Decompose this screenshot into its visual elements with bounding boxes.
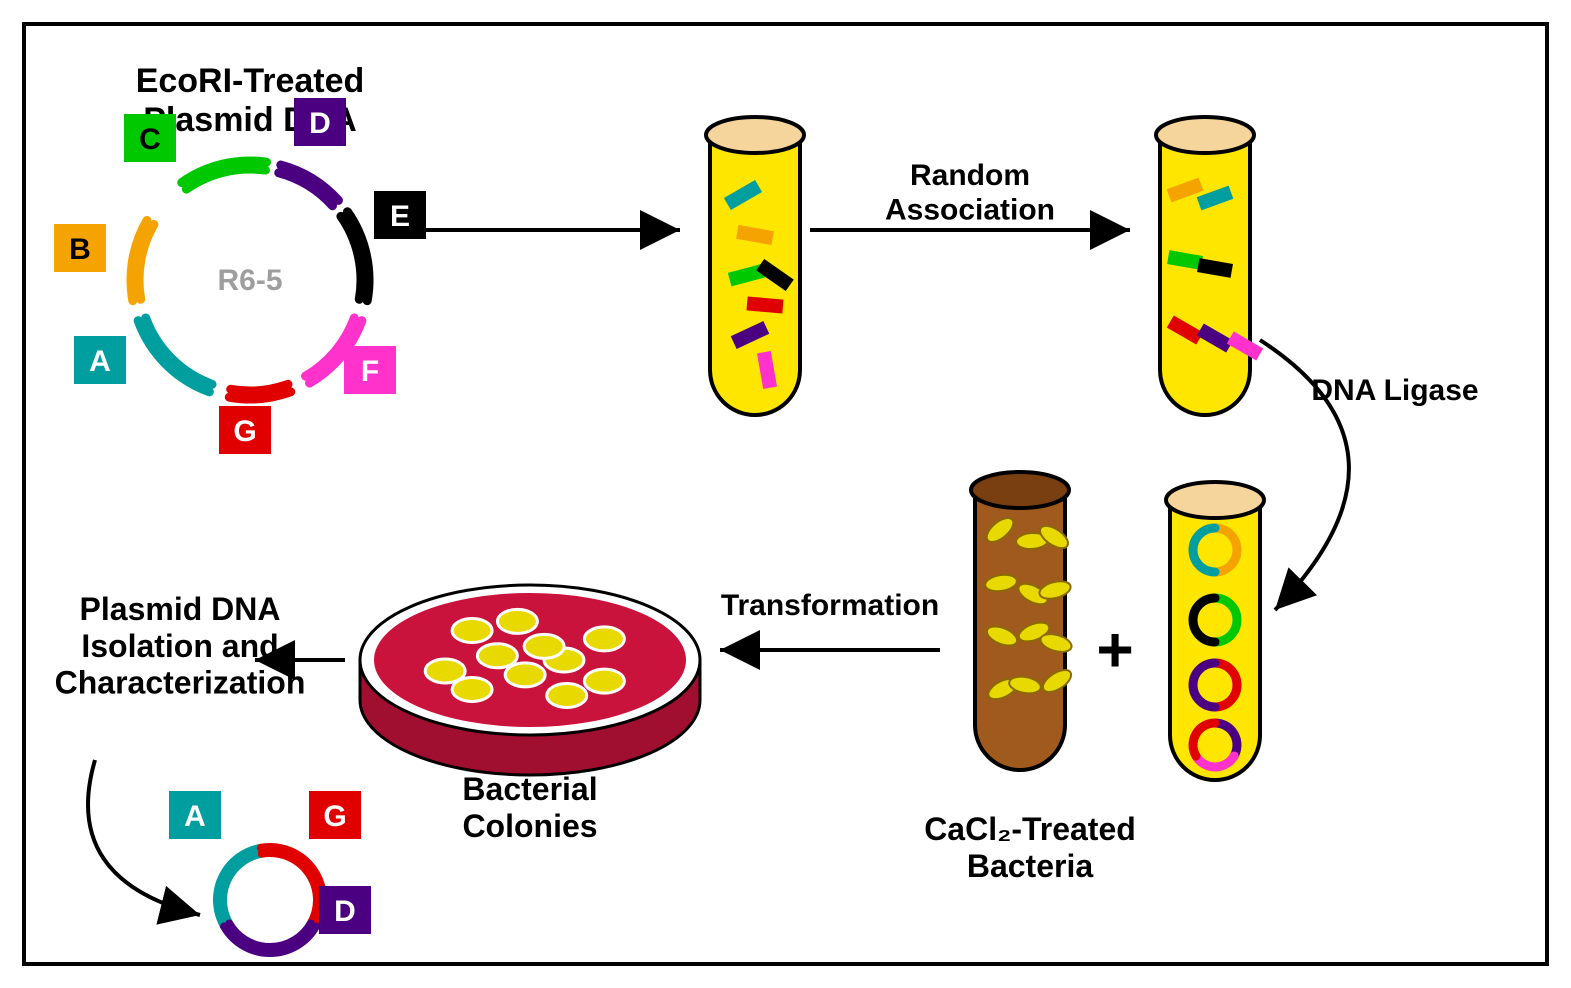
- colony: [524, 634, 564, 658]
- petri-plate: [360, 585, 700, 775]
- plus-sign: +: [1096, 613, 1133, 685]
- arrow-label-a4: Transformation: [721, 589, 939, 622]
- svg-text:F: F: [361, 355, 379, 388]
- svg-text:DNA Ligase: DNA Ligase: [1311, 374, 1478, 407]
- svg-text:A: A: [184, 800, 206, 833]
- tube-fragments: [706, 117, 804, 415]
- plasmid-ring: C D E F G A B R6-5: [54, 98, 426, 454]
- svg-text:Plasmid DNA: Plasmid DNA: [80, 591, 281, 627]
- svg-text:Bacteria: Bacteria: [967, 848, 1094, 884]
- colony: [477, 644, 517, 668]
- tube-bacteria: [971, 472, 1075, 770]
- svg-text:Transformation: Transformation: [721, 589, 939, 622]
- colony: [584, 627, 624, 651]
- caption-1: CaCl₂-TreatedBacteria: [924, 811, 1136, 884]
- svg-text:E: E: [390, 200, 410, 233]
- colony: [505, 663, 545, 687]
- result-plasmid: A G D: [169, 791, 371, 953]
- svg-text:CaCl₂-Treated: CaCl₂-Treated: [924, 811, 1136, 847]
- svg-text:Characterization: Characterization: [55, 665, 306, 701]
- svg-text:Random: Random: [910, 159, 1030, 192]
- svg-text:A: A: [89, 345, 111, 378]
- tube-associated: [1156, 117, 1263, 415]
- colony: [452, 619, 492, 643]
- tube-ligated: [1166, 482, 1264, 780]
- caption-0: BacterialColonies: [462, 771, 597, 844]
- svg-text:D: D: [334, 895, 356, 928]
- caption-2: Plasmid DNAIsolation andCharacterization: [55, 591, 306, 701]
- svg-text:D: D: [309, 107, 331, 140]
- colony: [425, 659, 465, 683]
- svg-text:G: G: [323, 800, 346, 833]
- svg-text:Colonies: Colonies: [462, 808, 597, 844]
- arrow-label-a3: DNA Ligase: [1311, 374, 1478, 407]
- svg-text:B: B: [69, 233, 91, 266]
- colony: [584, 669, 624, 693]
- plasmid-segment-G: [231, 384, 288, 391]
- svg-text:EcoRI-Treated: EcoRI-Treated: [136, 62, 365, 100]
- colony: [497, 609, 537, 633]
- plasmid-center-label: R6-5: [217, 264, 282, 297]
- svg-text:Association: Association: [885, 194, 1055, 227]
- svg-text:Isolation and: Isolation and: [81, 628, 278, 664]
- svg-text:Bacterial: Bacterial: [462, 771, 597, 807]
- colony: [547, 683, 587, 707]
- svg-text:C: C: [139, 123, 161, 156]
- arrow-label-a2: RandomAssociation: [885, 159, 1055, 227]
- svg-text:G: G: [233, 415, 256, 448]
